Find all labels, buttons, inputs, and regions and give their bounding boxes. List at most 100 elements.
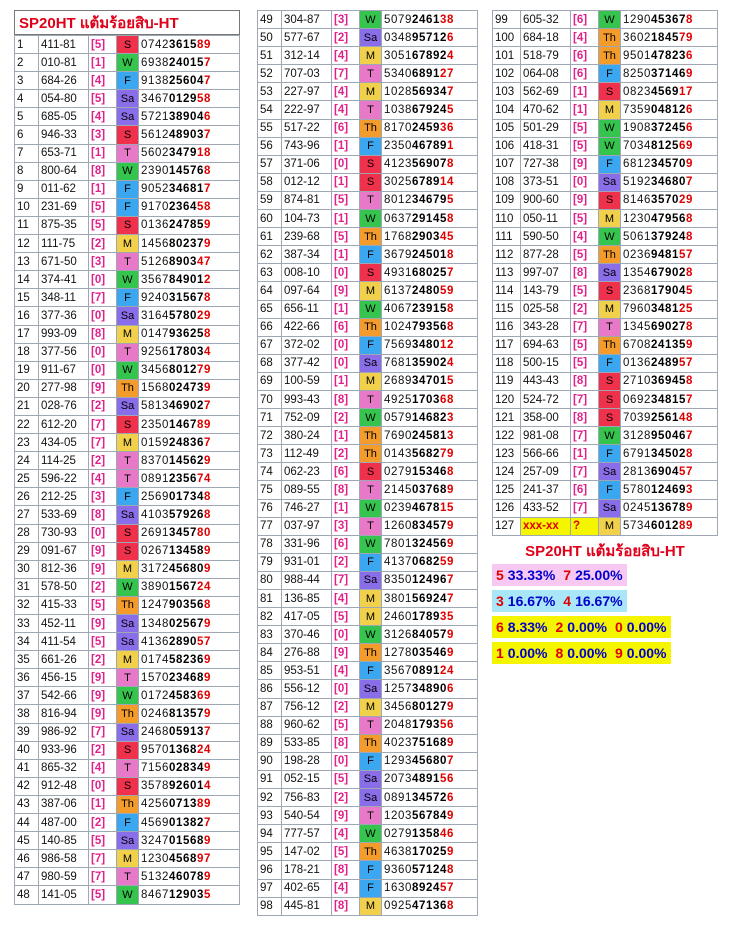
row-number: 22 [14, 414, 39, 435]
digit-pattern: 1247903568 [138, 595, 240, 616]
draw-code: 372-02 [281, 335, 332, 355]
day-badge: S [116, 414, 139, 435]
row-number: 83 [257, 625, 282, 645]
draw-code: 578-50 [38, 577, 89, 597]
draw-code: 487-00 [38, 813, 89, 833]
day-badge: Sa [359, 353, 382, 373]
digit-pattern: 1203567849 [381, 806, 478, 826]
digit-pattern: 5813469027 [138, 396, 240, 416]
key-digit: [5] [570, 353, 599, 373]
day-badge: F [359, 860, 382, 880]
draw-code: 091-67 [38, 541, 89, 561]
key-digit: ? [570, 516, 599, 536]
draw-code: 304-87 [281, 9, 332, 30]
table-row: 118 500-15 [5] F 0136248957 [492, 353, 718, 373]
key-digit: [2] [88, 650, 117, 670]
legend-stat: 3 16.67% [492, 589, 560, 612]
digit-pattern: 4931680257 [381, 263, 478, 283]
digit-pattern: 1908372456 [620, 118, 718, 138]
day-badge: S [116, 215, 139, 236]
draw-code: 062-23 [281, 462, 332, 482]
key-digit: [4] [331, 661, 360, 681]
day-badge: S [359, 462, 382, 482]
table-row: 71 752-09 [2] W 0579146823 [257, 408, 478, 428]
digit-pattern: 0159248367 [138, 433, 240, 453]
key-digit: [2] [331, 444, 360, 464]
day-badge: Sa [359, 28, 382, 48]
digit-pattern: 5602347918 [138, 143, 240, 163]
legend-digit: 2 [555, 618, 564, 635]
key-digit: [5] [88, 34, 117, 55]
digit-pattern: 3567089124 [381, 661, 478, 681]
key-digit: [4] [331, 82, 360, 102]
row-number: 117 [492, 335, 521, 355]
legend-percent: 0.00% [567, 644, 607, 661]
draw-code: 812-36 [38, 559, 89, 579]
row-number: 47 [14, 867, 39, 887]
day-badge: F [116, 813, 139, 833]
legend-percent: 33.33% [507, 566, 556, 583]
draw-code: 054-80 [38, 89, 89, 109]
digit-pattern: 0925471368 [381, 896, 478, 916]
table-row: 54 222-97 [4] T 1038679245 [257, 100, 478, 120]
draw-code: 011-62 [38, 179, 89, 199]
draw-code: 411-81 [38, 34, 89, 55]
digit-pattern: 3051678924 [381, 46, 478, 66]
draw-code: 312-14 [281, 46, 332, 66]
draw-code: 097-64 [281, 281, 332, 301]
key-digit: [7] [88, 849, 117, 869]
draw-code: 143-79 [520, 281, 571, 301]
digit-pattern: 1345690278 [620, 317, 718, 337]
key-digit: [1] [331, 371, 360, 391]
day-badge: F [359, 245, 382, 265]
table-row: 59 874-81 [5] T 8012346795 [257, 190, 478, 211]
table-row: 77 037-97 [3] T 1260834579 [257, 516, 478, 536]
draw-code: 358-00 [520, 408, 571, 428]
day-badge: F [359, 878, 382, 898]
legend-digit: 6 [496, 618, 504, 635]
table-row: 103 562-69 [1] S 0823456917 [492, 82, 718, 102]
table-row: 29 091-67 [9] S 0267134589 [14, 541, 240, 561]
row-number: 77 [257, 516, 282, 536]
table-row: 32 415-33 [5] Th 1247903568 [14, 595, 240, 616]
draw-code: 911-67 [38, 360, 89, 380]
digit-pattern: 1230479568 [620, 209, 718, 229]
day-badge: W [116, 577, 139, 597]
day-badge: W [598, 136, 621, 156]
table-row: 81 136-85 [4] M 3801569247 [257, 588, 478, 609]
day-badge: Th [116, 595, 139, 616]
row-number: 69 [257, 371, 282, 391]
day-badge: Th [116, 794, 139, 815]
table-row: 76 746-27 [1] W 0239467815 [257, 498, 478, 518]
key-digit: [8] [570, 371, 599, 391]
day-badge: T [116, 143, 139, 163]
day-badge: F [598, 480, 621, 500]
digit-pattern: 5780124693 [620, 480, 718, 500]
draw-code: 231-69 [38, 197, 89, 217]
day-badge: Th [359, 733, 382, 753]
draw-code: 912-48 [38, 776, 89, 796]
table-row: 85 953-51 [4] F 3567089124 [257, 661, 478, 681]
day-badge: Sa [116, 89, 139, 109]
key-digit: [5] [88, 885, 117, 905]
day-badge: Th [359, 317, 382, 337]
day-badge: S [598, 190, 621, 211]
key-digit: [7] [88, 867, 117, 887]
table-row: 61 239-68 [5] Th 1768290345 [257, 227, 478, 247]
key-digit: [0] [331, 263, 360, 283]
digit-pattern: 6708241359 [620, 335, 718, 355]
row-number: 111 [492, 227, 521, 247]
row-number: 1 [14, 34, 39, 55]
row-number: 98 [257, 896, 282, 916]
row-number: 67 [257, 335, 282, 355]
digit-pattern: 9570136824 [138, 740, 240, 760]
digit-pattern: 9052346817 [138, 179, 240, 199]
row-number: 110 [492, 209, 521, 229]
row-number: 27 [14, 505, 39, 525]
row-number: 82 [257, 607, 282, 627]
digit-pattern: 5734601289 [620, 516, 718, 536]
draw-code: 111-75 [38, 234, 89, 254]
table-row: 15 348-11 [7] F 9240315678 [14, 288, 240, 308]
key-digit: [4] [331, 100, 360, 120]
table-row: 13 671-50 [3] T 5126890347 [14, 252, 240, 272]
